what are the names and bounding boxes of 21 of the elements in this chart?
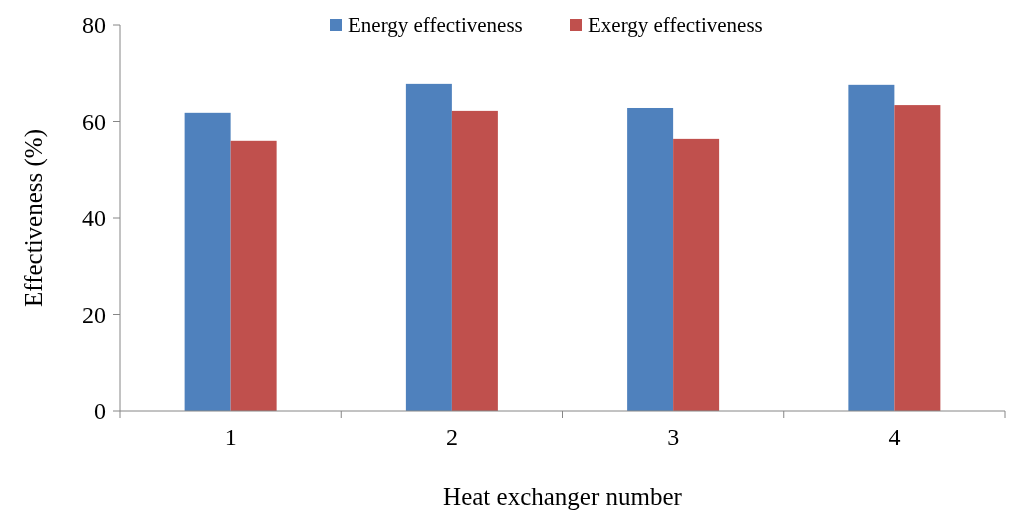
- y-tick-label: 80: [82, 12, 106, 39]
- x-tick-label: 1: [224, 424, 237, 450]
- y-axis-title: Effectiveness (%): [20, 129, 48, 307]
- x-tick-label: 2: [445, 424, 458, 450]
- bar: [184, 112, 231, 411]
- legend-label: Energy effectiveness: [348, 13, 523, 38]
- bar: [627, 107, 674, 411]
- y-tick-label: 0: [94, 398, 106, 425]
- y-tick-label: 20: [82, 301, 106, 328]
- y-tick-label: 60: [82, 108, 106, 135]
- bar: [848, 84, 895, 411]
- x-tick-label: 4: [888, 424, 901, 450]
- x-axis-title: Heat exchanger number: [443, 483, 683, 510]
- x-tick-label: 3: [667, 424, 680, 450]
- bar: [894, 105, 941, 411]
- y-tick-label: 40: [82, 205, 106, 232]
- bar: [451, 110, 498, 411]
- bar: [673, 138, 720, 411]
- legend-label: Exergy effectiveness: [588, 13, 763, 38]
- bar: [405, 83, 452, 411]
- bar: [230, 140, 277, 411]
